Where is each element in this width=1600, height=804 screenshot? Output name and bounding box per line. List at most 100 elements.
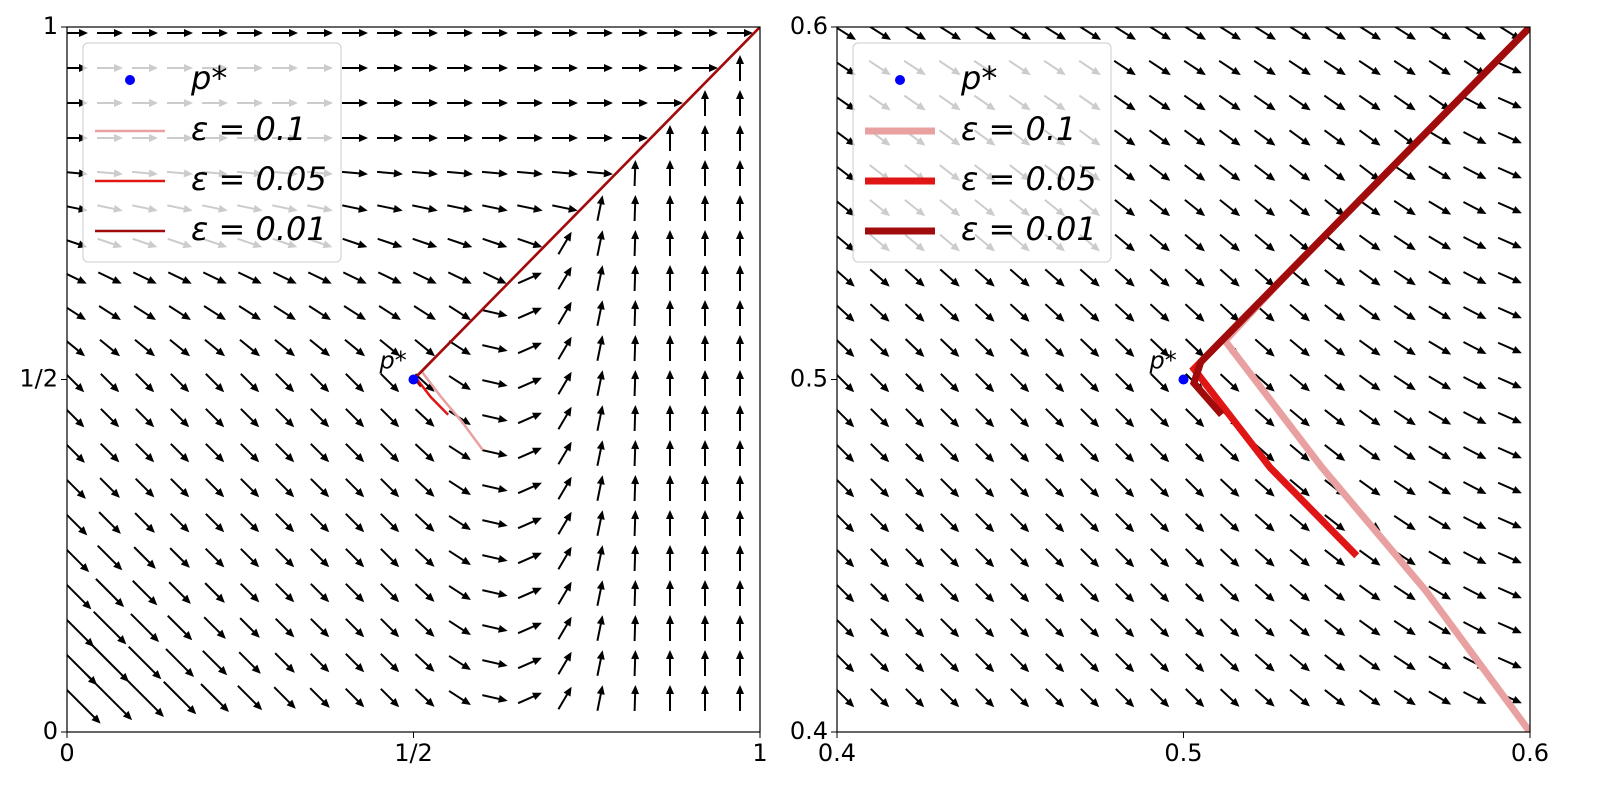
arrow-head <box>1160 558 1170 568</box>
field-arrow <box>1254 233 1271 249</box>
arrow-head <box>215 418 225 428</box>
arrow-head <box>596 405 605 415</box>
arrow-head <box>701 230 709 239</box>
arrow-head <box>285 593 295 603</box>
arrow-head <box>425 382 435 392</box>
arrow-head <box>631 405 640 415</box>
field-arrow <box>1115 583 1131 599</box>
field-arrow <box>1289 618 1307 634</box>
arrow-head <box>1476 556 1487 565</box>
arrow-head <box>532 272 542 281</box>
arrow-head <box>1301 31 1312 40</box>
arrow-head <box>563 406 572 417</box>
field-arrow <box>870 408 886 424</box>
field-arrow <box>345 618 361 634</box>
field-arrow <box>1428 690 1447 703</box>
arrow-head <box>425 347 436 357</box>
arrow-head <box>1230 522 1240 532</box>
field-arrow <box>586 170 608 175</box>
arrow-head <box>631 300 640 310</box>
arrow-head <box>461 311 471 321</box>
field-arrow <box>1150 478 1166 494</box>
arrow-head <box>1160 663 1170 673</box>
arrow-head <box>1195 417 1205 428</box>
field-arrow <box>1185 653 1201 669</box>
arrow-head <box>631 230 640 240</box>
arrow-head <box>320 663 330 673</box>
arrow-head <box>1195 137 1206 146</box>
arrow-head <box>666 195 674 204</box>
field-arrow <box>1324 619 1342 634</box>
arrow-head <box>187 705 197 715</box>
field-arrow <box>239 617 257 635</box>
arrow-head <box>1476 626 1487 635</box>
field-arrow <box>275 408 291 424</box>
arrow-head <box>631 195 640 205</box>
field-arrow <box>414 618 431 634</box>
field-arrow <box>633 585 637 607</box>
arrow-head <box>736 55 744 64</box>
arrow-head <box>145 453 155 463</box>
arrow-head <box>1265 382 1275 392</box>
field-arrow <box>240 513 256 529</box>
field-arrow <box>1428 620 1447 633</box>
arrow-head <box>390 663 400 673</box>
field-arrow <box>1428 270 1447 283</box>
field-arrow <box>1428 445 1447 458</box>
arrow-head <box>1265 452 1275 462</box>
arrow-head <box>563 616 572 627</box>
arrow-head <box>1230 662 1240 672</box>
field-arrow <box>975 408 991 424</box>
arrow-head <box>1512 660 1522 669</box>
quiver <box>837 27 1522 708</box>
field-arrow <box>517 449 537 460</box>
arrow-head <box>464 99 473 107</box>
arrow-head <box>666 580 674 589</box>
field-arrow <box>1113 59 1132 73</box>
arrow-head <box>1335 172 1346 181</box>
arrow-head <box>1195 277 1205 287</box>
x-tick-label: 1/2 <box>394 739 433 767</box>
y-tick-label: 0.5 <box>790 365 828 393</box>
field-arrow <box>837 443 851 459</box>
field-arrow <box>1393 94 1412 108</box>
arrow-head <box>1406 661 1416 671</box>
field-arrow <box>448 550 467 563</box>
arrow-head <box>355 698 365 708</box>
field-arrow <box>1080 478 1096 494</box>
field-arrow <box>868 27 887 38</box>
arrow-head <box>286 276 297 284</box>
field-arrow <box>1324 514 1342 529</box>
field-arrow <box>905 618 921 634</box>
arrow-head <box>736 440 744 449</box>
arrow-head <box>845 488 855 498</box>
arrow-head <box>1370 347 1381 356</box>
arrow-head <box>218 666 228 676</box>
field-arrow <box>414 653 431 669</box>
field-arrow <box>1045 618 1061 634</box>
field-arrow <box>1428 305 1447 318</box>
arrow-head <box>425 487 435 497</box>
field-arrow <box>169 338 187 354</box>
field-arrow <box>67 513 84 532</box>
arrow-head <box>498 344 508 353</box>
x-tick-label: 0.5 <box>1164 739 1202 767</box>
field-arrow <box>1045 653 1061 669</box>
field-arrow <box>482 379 503 386</box>
arrow-head <box>355 347 366 357</box>
arrow-head <box>152 670 162 680</box>
arrow-head <box>569 64 578 72</box>
field-arrow <box>414 583 431 599</box>
arrow-head <box>1512 555 1522 564</box>
arrow-head <box>154 707 164 717</box>
field-arrow <box>1497 376 1517 387</box>
arrow-head <box>1335 522 1346 532</box>
arrow-head <box>251 311 261 321</box>
arrow-head <box>532 342 542 351</box>
arrow-head <box>1441 206 1452 215</box>
arrow-head <box>1020 418 1030 428</box>
arrow-head <box>429 64 438 72</box>
arrow-head <box>216 276 227 284</box>
field-arrow <box>200 683 226 709</box>
field-arrow <box>1045 583 1061 599</box>
